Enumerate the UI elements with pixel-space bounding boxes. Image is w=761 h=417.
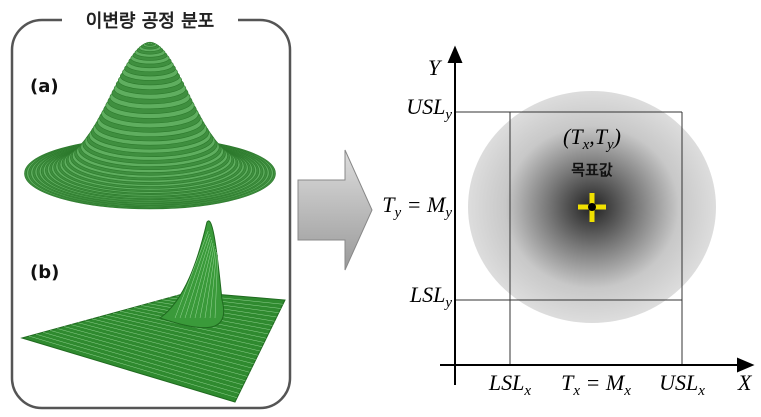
y-mark-label-part: y xyxy=(443,205,452,221)
surface-b xyxy=(22,221,285,402)
mesh-line xyxy=(150,43,151,44)
x-mark-label-part: USL xyxy=(659,370,698,395)
target-coord-part: ) xyxy=(612,124,621,149)
target-coord-part: ,T xyxy=(589,124,609,149)
x-mark-label-part: x xyxy=(623,383,631,399)
y-mark-label-part: y xyxy=(443,295,452,311)
y-mark-label: LSLy xyxy=(409,282,452,311)
label-a: (a) xyxy=(30,76,59,97)
plane xyxy=(22,292,285,402)
x-mark-label-part: x xyxy=(523,383,531,399)
y-mark-label-part: LSL xyxy=(409,282,445,307)
target-label: 목표값 xyxy=(571,161,613,179)
diagram: 이변량 공정 분포 (a) (b) Y X USLyTy = MyLSLyLSL… xyxy=(0,0,761,417)
panel-title: 이변량 공정 분포 xyxy=(86,11,214,32)
y-mark-label-part: y xyxy=(392,205,401,221)
x-mark-label: Tx = Mx xyxy=(561,370,631,399)
x-mark-label: USLx xyxy=(659,370,705,399)
x-mark-label: LSLx xyxy=(488,370,531,399)
surface-a xyxy=(25,42,276,209)
target-dot xyxy=(588,203,596,211)
target-coord-part: y xyxy=(605,137,614,153)
x-mark-label-part: x xyxy=(697,383,705,399)
arrow xyxy=(298,150,372,270)
y-mark-label: USLy xyxy=(406,94,452,123)
label-b: (b) xyxy=(30,262,59,283)
y-mark-label-part: USL xyxy=(406,94,445,119)
x-axis-label: X xyxy=(737,370,753,395)
y-mark-label: Ty = My xyxy=(382,192,452,221)
x-mark-label-part: LSL xyxy=(488,370,524,395)
y-axis-label: Y xyxy=(428,55,443,80)
y-mark-label-part: = M xyxy=(401,192,447,217)
target-coord-part: (T xyxy=(563,124,584,149)
x-mark-label-part: = M xyxy=(580,370,626,395)
y-mark-label-part: y xyxy=(443,107,452,123)
